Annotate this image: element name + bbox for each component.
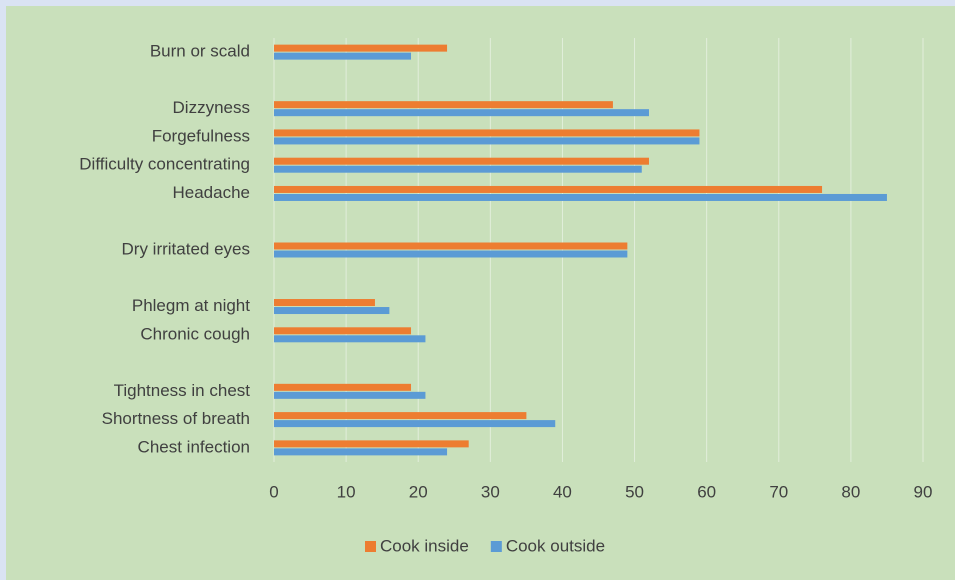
bar: [274, 420, 556, 428]
y-tick-label: Phlegm at night: [132, 296, 250, 315]
bar: [274, 335, 426, 343]
bar: [274, 448, 448, 456]
y-tick-label: Dizzyness: [173, 98, 250, 117]
y-tick-label: Tightness in chest: [114, 381, 251, 400]
bar: [274, 250, 628, 258]
bar: [274, 157, 649, 165]
bar: [274, 383, 412, 391]
y-tick-label: Dry irritated eyes: [122, 239, 250, 258]
bar: [274, 52, 412, 60]
bar: [274, 101, 613, 109]
y-tick-label: Difficulty concentrating: [79, 155, 250, 174]
y-tick-label: Chest infection: [138, 437, 250, 456]
bar: [274, 193, 887, 201]
bar: [274, 299, 375, 307]
x-tick-label: 0: [269, 482, 278, 501]
y-tick-label: Chronic cough: [140, 324, 250, 343]
x-tick-label: 70: [769, 482, 788, 501]
legend-swatch: [365, 541, 376, 552]
x-tick-label: 30: [481, 482, 500, 501]
bar: [274, 307, 390, 315]
bar: [274, 137, 700, 145]
y-tick-label: Shortness of breath: [102, 409, 250, 428]
bar: [274, 440, 469, 448]
y-tick-label: Headache: [172, 183, 250, 202]
legend-label: Cook inside: [380, 536, 469, 555]
legend-label: Cook outside: [506, 536, 605, 555]
bar: [274, 109, 649, 117]
bar: [274, 44, 448, 52]
bar: [274, 391, 426, 399]
bar: [274, 129, 700, 137]
bar: [274, 412, 527, 420]
bar: [274, 165, 642, 173]
x-tick-label: 80: [841, 482, 860, 501]
bar: [274, 242, 628, 250]
x-tick-label: 10: [337, 482, 356, 501]
bar: [274, 327, 412, 335]
x-tick-label: 50: [625, 482, 644, 501]
y-tick-label: Burn or scald: [150, 42, 250, 61]
x-tick-label: 20: [409, 482, 428, 501]
x-tick-label: 90: [914, 482, 933, 501]
x-tick-label: 60: [697, 482, 716, 501]
legend-swatch: [490, 541, 502, 552]
x-tick-label: 40: [553, 482, 572, 501]
y-tick-label: Forgefulness: [152, 126, 250, 145]
bar: [274, 185, 823, 193]
